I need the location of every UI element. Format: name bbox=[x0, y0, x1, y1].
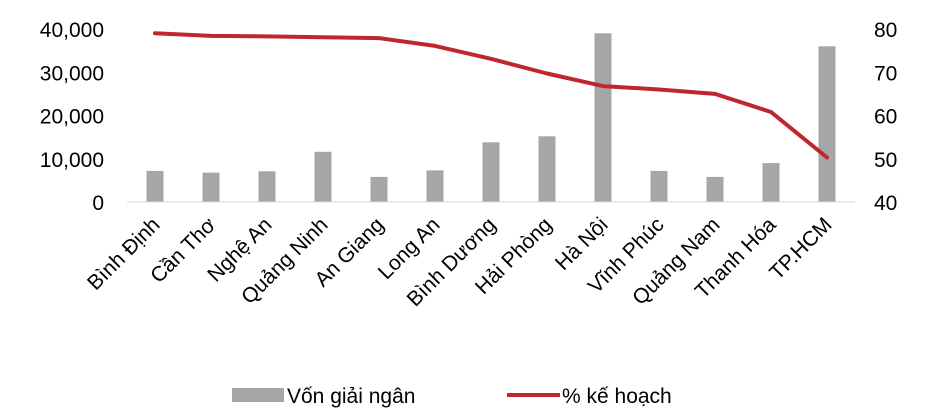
bar bbox=[258, 171, 276, 202]
series-line-percent-plan bbox=[153, 31, 829, 160]
line-point bbox=[657, 88, 661, 92]
line-point bbox=[377, 36, 381, 40]
bar bbox=[594, 33, 612, 202]
bars bbox=[146, 33, 836, 202]
y-left-tick-label: 30,000 bbox=[40, 62, 104, 85]
line-point bbox=[153, 31, 157, 35]
line-point bbox=[601, 84, 605, 88]
bar bbox=[706, 176, 724, 202]
y-left-tick-label: 0 bbox=[92, 192, 104, 215]
y-left-tick-label: 10,000 bbox=[40, 149, 104, 172]
legend-swatch-bar bbox=[232, 388, 284, 402]
y-right-tick-label: 60 bbox=[874, 106, 897, 129]
legend-label-line: % kế hoạch bbox=[562, 385, 672, 408]
bar bbox=[202, 172, 220, 202]
bar bbox=[650, 170, 668, 202]
left-axis-ticks: 0 10,000 20,000 30,000 40,000 bbox=[40, 19, 104, 215]
y-left-tick-label: 20,000 bbox=[40, 106, 104, 129]
legend-label-bar: Vốn giải ngân bbox=[287, 385, 415, 408]
y-right-tick-label: 50 bbox=[874, 149, 897, 172]
line-point bbox=[769, 110, 773, 114]
bar bbox=[762, 163, 780, 202]
line-points bbox=[153, 31, 829, 159]
bar bbox=[426, 170, 444, 202]
bar bbox=[146, 170, 164, 202]
y-left-tick-label: 40,000 bbox=[40, 19, 104, 42]
y-right-tick-label: 80 bbox=[874, 19, 897, 42]
line-point bbox=[321, 35, 325, 39]
line-point bbox=[713, 92, 717, 96]
bar bbox=[538, 136, 556, 202]
bar bbox=[370, 176, 388, 202]
x-tick-label: TP.HCM bbox=[765, 213, 836, 284]
line-point bbox=[825, 156, 829, 160]
line-point bbox=[489, 57, 493, 61]
line-point bbox=[545, 72, 549, 76]
line-point bbox=[433, 44, 437, 48]
right-axis-ticks: 40 50 60 70 80 bbox=[874, 19, 897, 215]
legend: Vốn giải ngân % kế hoạch bbox=[232, 385, 672, 408]
bar bbox=[818, 46, 836, 202]
y-right-tick-label: 70 bbox=[874, 62, 897, 85]
line-point bbox=[265, 34, 269, 38]
y-right-tick-label: 40 bbox=[874, 192, 897, 215]
bar bbox=[314, 151, 332, 202]
x-tick-label: Bình Định bbox=[83, 213, 164, 294]
line-point bbox=[209, 34, 213, 38]
bar bbox=[482, 142, 500, 202]
